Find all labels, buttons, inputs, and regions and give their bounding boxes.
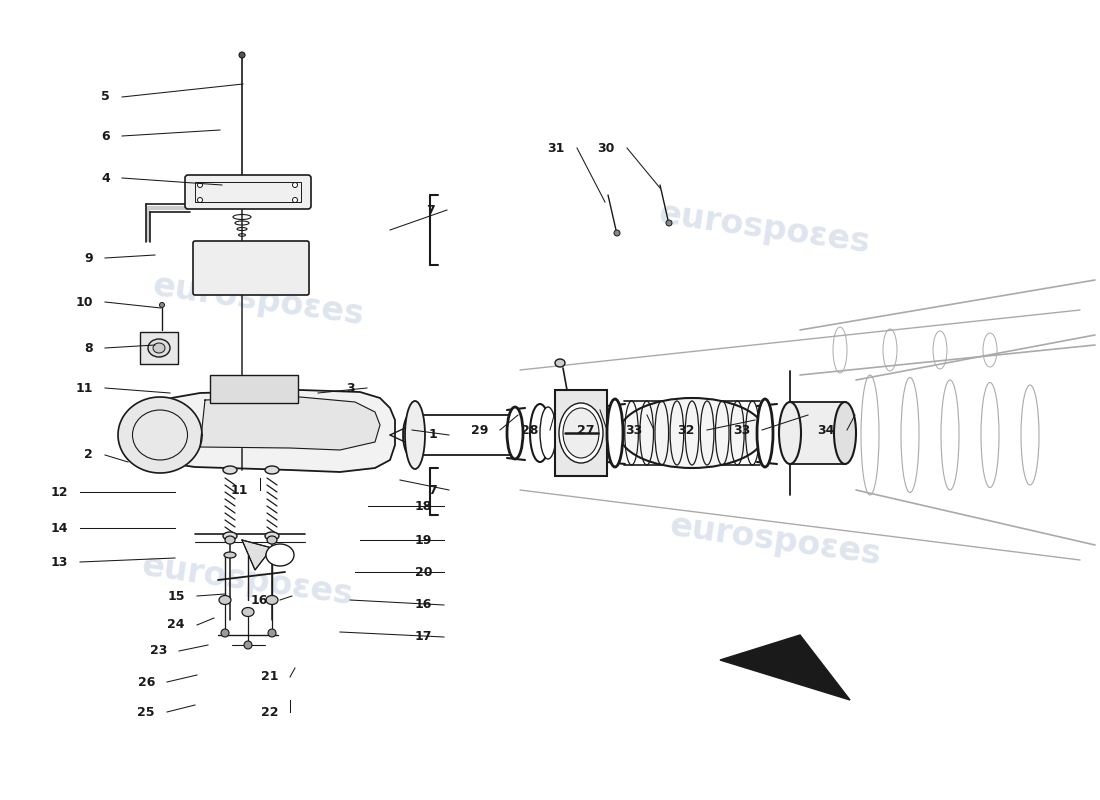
Ellipse shape — [268, 629, 276, 637]
Text: 10: 10 — [76, 295, 94, 309]
Polygon shape — [130, 390, 395, 472]
Text: 16: 16 — [251, 594, 268, 606]
FancyBboxPatch shape — [185, 175, 311, 209]
Text: 15: 15 — [167, 590, 185, 602]
Bar — [210, 375, 298, 403]
Ellipse shape — [607, 399, 623, 467]
Ellipse shape — [242, 607, 254, 617]
Ellipse shape — [507, 407, 522, 459]
Text: 19: 19 — [415, 534, 432, 546]
Ellipse shape — [153, 343, 165, 353]
Ellipse shape — [160, 302, 165, 307]
Text: 13: 13 — [51, 555, 68, 569]
Ellipse shape — [219, 595, 231, 605]
Ellipse shape — [559, 403, 603, 463]
Ellipse shape — [666, 220, 672, 226]
Ellipse shape — [779, 402, 801, 464]
Text: 23: 23 — [150, 645, 167, 658]
Text: 32: 32 — [678, 423, 695, 437]
Text: 14: 14 — [51, 522, 68, 534]
Ellipse shape — [266, 595, 278, 605]
Polygon shape — [188, 178, 308, 185]
Bar — [790, 402, 845, 464]
Ellipse shape — [198, 182, 202, 187]
Text: 34: 34 — [817, 423, 835, 437]
Ellipse shape — [405, 401, 425, 469]
Ellipse shape — [266, 552, 278, 558]
Text: 7: 7 — [427, 203, 434, 217]
Text: 28: 28 — [520, 423, 538, 437]
Ellipse shape — [221, 629, 229, 637]
Polygon shape — [200, 397, 380, 450]
Ellipse shape — [148, 339, 170, 357]
Text: 17: 17 — [415, 630, 432, 643]
Text: 33: 33 — [625, 423, 642, 437]
Text: 27: 27 — [578, 423, 595, 437]
Bar — [556, 390, 607, 476]
Ellipse shape — [265, 532, 279, 540]
Text: 20: 20 — [415, 566, 432, 578]
Ellipse shape — [223, 532, 236, 540]
Ellipse shape — [244, 641, 252, 649]
Text: eurospoεes: eurospoεes — [668, 509, 883, 571]
Text: 29: 29 — [471, 423, 488, 437]
FancyBboxPatch shape — [192, 241, 309, 295]
Text: 7: 7 — [428, 483, 437, 497]
Bar — [140, 332, 178, 364]
Polygon shape — [242, 540, 272, 570]
Text: 30: 30 — [597, 142, 615, 154]
Text: 12: 12 — [51, 486, 68, 498]
Ellipse shape — [530, 404, 550, 462]
Ellipse shape — [757, 399, 773, 467]
Text: 9: 9 — [85, 251, 94, 265]
Ellipse shape — [239, 52, 245, 58]
Text: 16: 16 — [415, 598, 432, 611]
Text: 3: 3 — [346, 382, 355, 394]
Text: 22: 22 — [261, 706, 278, 718]
Text: 26: 26 — [138, 675, 155, 689]
Text: 25: 25 — [138, 706, 155, 718]
Text: 4: 4 — [101, 171, 110, 185]
Polygon shape — [720, 635, 850, 700]
Ellipse shape — [293, 198, 297, 202]
Text: 5: 5 — [101, 90, 110, 103]
Ellipse shape — [293, 182, 297, 187]
Ellipse shape — [265, 466, 279, 474]
Ellipse shape — [267, 536, 277, 544]
Ellipse shape — [226, 536, 235, 544]
Text: 24: 24 — [167, 618, 185, 631]
Ellipse shape — [834, 402, 856, 464]
Text: 11: 11 — [76, 382, 94, 394]
Ellipse shape — [563, 408, 600, 458]
Text: 33: 33 — [733, 423, 750, 437]
Ellipse shape — [198, 198, 202, 202]
Ellipse shape — [223, 466, 236, 474]
Text: 21: 21 — [261, 670, 278, 683]
Polygon shape — [118, 397, 202, 473]
Text: eurospoεes: eurospoεes — [140, 549, 355, 611]
Text: eurospoεes: eurospoεes — [151, 269, 366, 331]
Text: 11: 11 — [231, 483, 248, 497]
Text: 2: 2 — [85, 449, 94, 462]
Ellipse shape — [556, 359, 565, 367]
Text: 31: 31 — [548, 142, 565, 154]
Ellipse shape — [266, 544, 294, 566]
Ellipse shape — [224, 552, 236, 558]
Ellipse shape — [614, 230, 620, 236]
Text: 8: 8 — [85, 342, 94, 354]
Bar — [195, 182, 301, 202]
Text: 6: 6 — [101, 130, 110, 142]
Text: 1: 1 — [428, 429, 437, 442]
Text: 18: 18 — [415, 499, 432, 513]
Text: eurospoεes: eurospoεes — [657, 197, 872, 259]
Ellipse shape — [619, 398, 764, 468]
Ellipse shape — [540, 407, 556, 459]
